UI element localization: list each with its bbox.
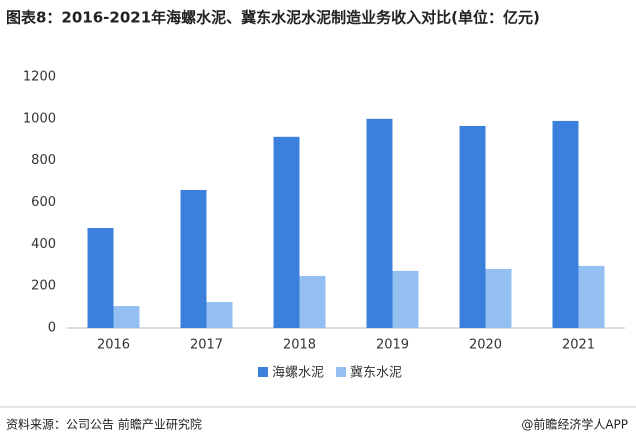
- source: 资料来源：公司公告 前瞻产业研究院: [6, 417, 202, 432]
- bar: [578, 265, 605, 328]
- y-tick-label: 1200: [23, 70, 56, 85]
- x-tick-label: 2019: [376, 338, 409, 353]
- x-tick-label: 2016: [97, 338, 130, 353]
- legend-swatch: [258, 367, 268, 377]
- bar: [299, 275, 326, 328]
- x-tick-label: 2018: [283, 338, 316, 353]
- bar: [366, 118, 393, 328]
- y-tick-label: 0: [48, 321, 56, 336]
- x-tick-label: 2021: [562, 338, 595, 353]
- y-tick-label: 800: [31, 153, 56, 168]
- chart-title: 图表8：2016-2021年海螺水泥、冀东水泥水泥制造业务收入对比(单位：亿元): [6, 9, 540, 27]
- legend-swatch: [336, 367, 346, 377]
- bar: [87, 228, 114, 328]
- bar: [180, 189, 207, 328]
- bar: [113, 306, 140, 328]
- y-tick-label: 400: [31, 237, 56, 252]
- bar: [485, 269, 512, 328]
- legend-label: 海螺水泥: [272, 366, 324, 381]
- y-tick-label: 200: [31, 279, 56, 294]
- bar: [459, 125, 486, 328]
- bar: [392, 270, 419, 328]
- credit: @前瞻经济学人APP: [521, 417, 628, 432]
- bar: [206, 302, 233, 328]
- bar: [273, 136, 300, 328]
- x-tick-label: 2020: [469, 338, 502, 353]
- legend-label: 冀东水泥: [350, 365, 402, 381]
- y-tick-label: 1000: [23, 111, 56, 126]
- x-tick-label: 2017: [190, 338, 223, 353]
- y-tick-label: 600: [31, 195, 56, 210]
- bar: [552, 120, 579, 328]
